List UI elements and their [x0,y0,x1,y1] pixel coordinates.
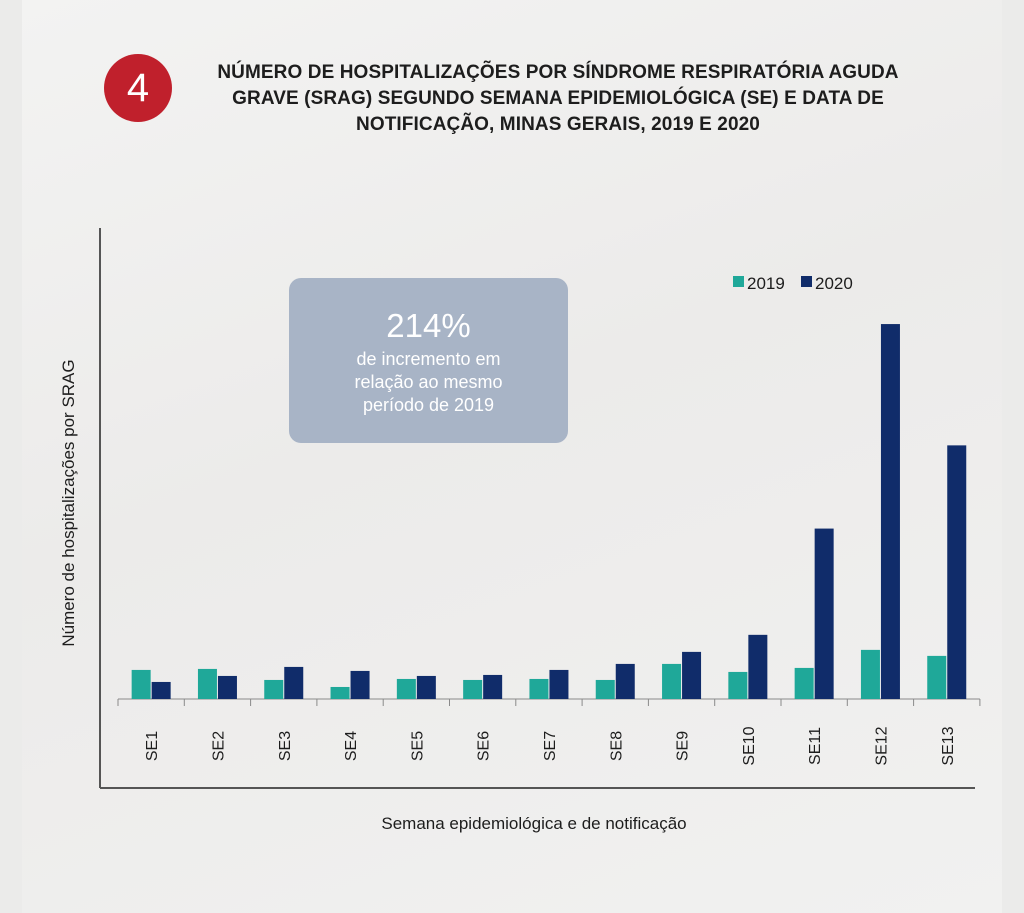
bar-2020-se2 [217,675,237,699]
callout-text: de incremento em relação ao mesmo períod… [354,349,503,415]
legend-swatch-2020 [801,276,812,287]
bar-2020-se9 [682,651,702,699]
bar-2020-se4 [350,670,370,699]
bar-2019-se12 [860,649,880,699]
legend-label-2019: 2019 [747,274,785,293]
x-tick-label-se8: SE8 [608,731,625,761]
bar-2020-se10 [748,634,768,699]
x-tick-label-se10: SE10 [741,726,758,765]
y-axis-label: Número de hospitalizações por SRAG [59,359,78,646]
axes [99,228,981,789]
x-tick-label-se12: SE12 [873,726,890,765]
callout-value: 214% [386,307,471,344]
bar-2020-se1 [151,681,171,699]
x-tick-label-se13: SE13 [940,726,957,765]
x-tick-label-se4: SE4 [343,731,360,761]
bar-2020-se5 [416,675,436,699]
x-tick-label-se5: SE5 [409,731,426,761]
bar-2020-se13 [947,445,967,699]
bar-2020-se6 [483,674,503,699]
bar-2019-se4 [330,686,350,699]
chart-title: NÚMERO DE HOSPITALIZAÇÕES POR SÍNDROME R… [217,62,899,135]
x-axis-label: Semana epidemiológica e de notificação [381,814,686,833]
x-tick-label-se7: SE7 [542,731,559,761]
x-tick-label-se3: SE3 [277,731,294,761]
bar-2020-se3 [284,666,304,699]
bar-2019-se13 [927,655,947,699]
bar-2020-se12 [880,324,900,699]
bar-2019-se10 [728,671,748,699]
x-tick-label-se2: SE2 [210,731,227,761]
bar-2019-se3 [264,679,284,699]
figure-number-badge: 4 [104,54,172,122]
bar-2019-se7 [529,678,549,699]
increase-callout: 214% de incremento em relação ao mesmo p… [289,278,568,443]
x-tick-label-se6: SE6 [476,731,493,761]
bar-2020-se8 [615,663,635,699]
x-tick-label-se9: SE9 [675,731,692,761]
x-tick-labels: SE1 SE2 SE3 SE4 SE5 SE6 SE7 SE8 SE9 SE10 SE11 SE12 S… [144,726,957,765]
bar-2020-se7 [549,669,569,699]
x-tick-label-se1: SE1 [144,731,161,761]
legend: 2019 2020 [733,274,853,293]
x-tick-label-se11: SE11 [807,727,824,765]
bar-2020-se11 [814,528,834,699]
legend-label-2020: 2020 [815,274,853,293]
bar-2019-se1 [131,669,151,699]
bar-2019-se11 [794,667,814,699]
bar-2019-se9 [662,663,682,699]
bar-2019-se5 [396,678,416,699]
bar-2019-se2 [197,668,217,699]
bar-2019-se6 [463,679,483,699]
chart-panel [22,0,1002,913]
bars [131,324,967,699]
legend-swatch-2019 [733,276,744,287]
bar-2019-se8 [595,679,615,699]
